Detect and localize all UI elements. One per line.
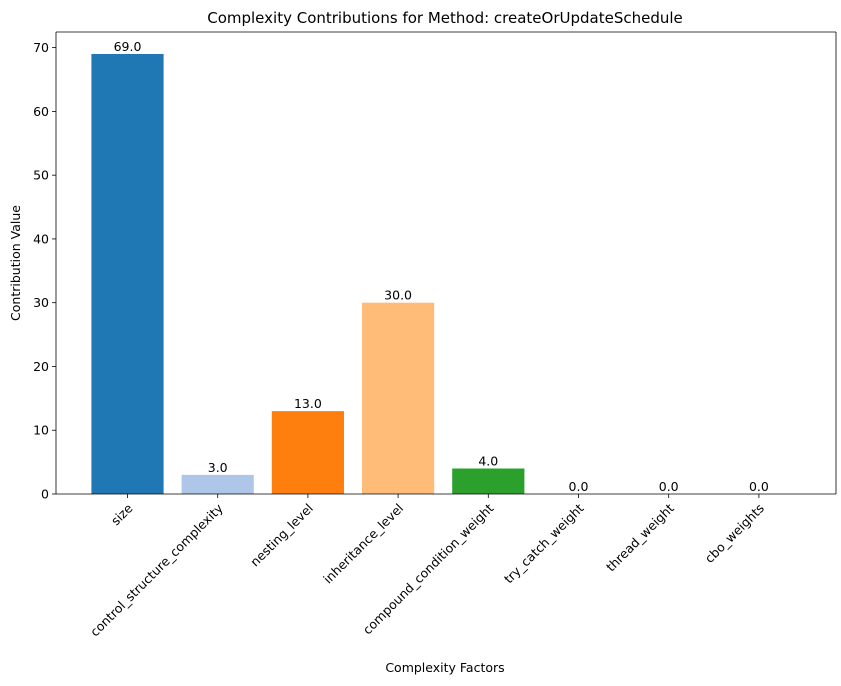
bar <box>452 468 525 494</box>
y-tick-label: 10 <box>33 423 49 438</box>
y-tick-label: 30 <box>33 295 49 310</box>
x-tick-label: control_structure_complexity <box>87 500 226 639</box>
data-label: 3.0 <box>208 460 228 475</box>
x-axis-label: Complexity Factors <box>385 660 504 675</box>
data-label: 4.0 <box>478 453 498 468</box>
x-tick-label: cbo_weights <box>702 501 767 566</box>
y-tick-label: 0 <box>41 487 49 502</box>
y-tick-label: 70 <box>33 40 49 55</box>
x-tick-label: inheritance_level <box>320 501 406 587</box>
bar <box>181 474 254 494</box>
y-tick-label: 50 <box>33 168 49 183</box>
chart-title: Complexity Contributions for Method: cre… <box>207 9 683 27</box>
data-label: 30.0 <box>384 288 412 303</box>
data-label: 0.0 <box>569 479 589 494</box>
x-tick-label: thread_weight <box>603 500 677 574</box>
y-tick-label: 60 <box>33 104 49 119</box>
bar <box>91 54 164 494</box>
data-label: 0.0 <box>749 479 769 494</box>
x-tick-label: nesting_level <box>247 501 316 570</box>
plot-area: 69.0 3.0 13.0 30.0 4.0 0.0 0.0 0.0 0 10 20 30 40 50 60… <box>33 31 837 639</box>
data-label: 13.0 <box>294 396 322 411</box>
x-tick-label: size <box>108 500 136 528</box>
bar <box>362 302 435 494</box>
y-tick-label: 20 <box>33 359 49 374</box>
bar <box>271 411 344 494</box>
data-label: 69.0 <box>114 39 142 54</box>
y-axis-label: Contribution Value <box>8 205 23 321</box>
x-tick-label: try_catch_weight <box>501 500 587 586</box>
data-label: 0.0 <box>659 479 679 494</box>
y-tick-label: 40 <box>33 231 49 246</box>
